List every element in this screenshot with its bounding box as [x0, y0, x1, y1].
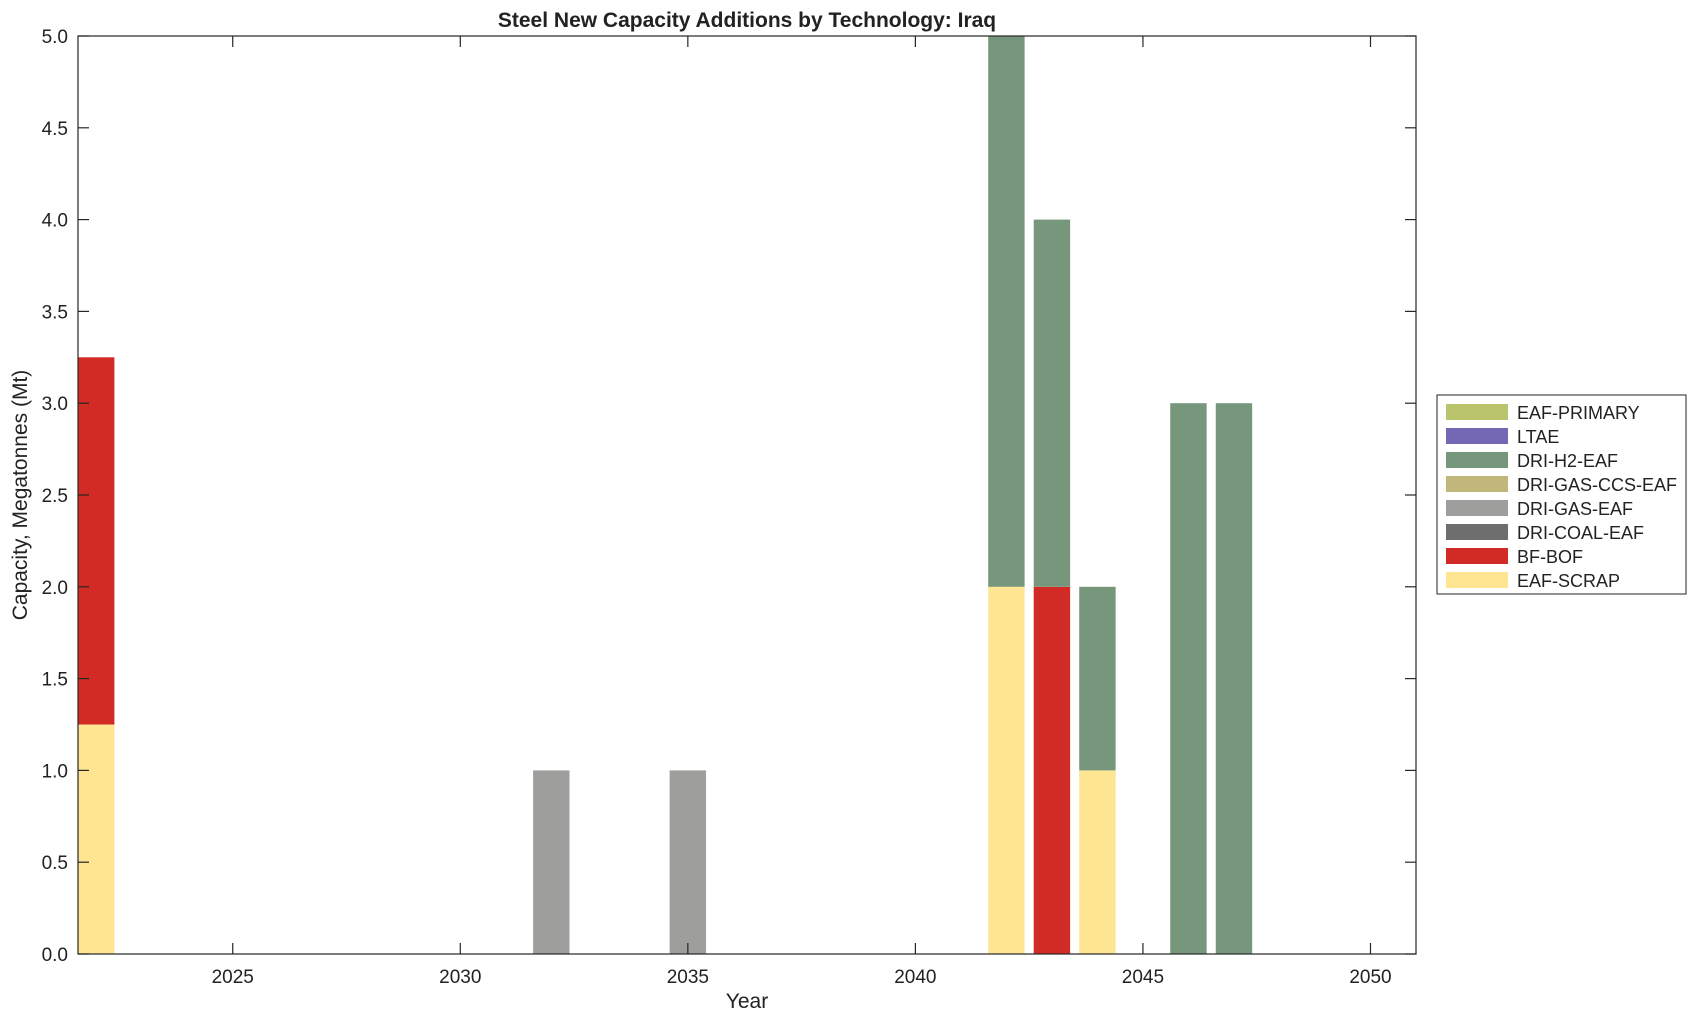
x-tick-label: 2045: [1122, 967, 1164, 988]
legend-label-dri-gas-ccs-eaf: DRI-GAS-CCS-EAF: [1517, 475, 1677, 495]
bars-layer: [78, 36, 1253, 954]
legend-swatch-eaf-primary: [1446, 404, 1508, 420]
bar-dri-h2-eaf-2046: [1170, 403, 1207, 954]
y-tick-label: 2.0: [42, 578, 68, 599]
x-tick-label: 2040: [894, 967, 936, 988]
legend-swatch-dri-gas-ccs-eaf: [1446, 476, 1508, 492]
bar-dri-h2-eaf-2044: [1079, 586, 1116, 771]
legend-swatch-ltae: [1446, 428, 1508, 444]
legend-label-dri-coal-eaf: DRI-COAL-EAF: [1517, 523, 1644, 543]
bar-bf-bof-2043: [1033, 586, 1071, 954]
legend: EAF-PRIMARY LTAE DRI-H2-EAF DRI-GAS-CCS-EAF…: [1436, 394, 1687, 595]
y-tick-label: 5.0: [42, 27, 68, 48]
bar-dri-gas-eaf-2032: [533, 770, 570, 954]
legend-label-dri-gas-eaf: DRI-GAS-EAF: [1517, 499, 1633, 519]
bar-bf-bof-2022: [78, 357, 115, 725]
x-axis-label: Year: [726, 990, 768, 1013]
legend-label-bf-bof: BF-BOF: [1517, 547, 1583, 567]
y-tick-label: 1.5: [42, 670, 68, 691]
legend-label-eaf-scrap: EAF-SCRAP: [1517, 571, 1620, 591]
bar-dri-gas-eaf-2035: [669, 770, 707, 954]
y-tick-label: 0.5: [42, 853, 68, 874]
y-tick-label: 4.5: [42, 119, 68, 140]
y-tick-label: 1.0: [42, 761, 68, 782]
legend-label-eaf-primary: EAF-PRIMARY: [1517, 403, 1640, 423]
legend-label-dri-h2-eaf: DRI-H2-EAF: [1517, 451, 1618, 471]
bar-eaf-scrap-2042: [988, 586, 1025, 954]
legend-swatch-bf-bof: [1446, 548, 1508, 564]
legend-swatch-dri-gas-eaf: [1446, 500, 1508, 516]
x-tick-label: 2050: [1349, 967, 1391, 988]
y-tick-label: 0.0: [42, 945, 68, 966]
ticks-layer: 0.0 0.5 1.0 1.5 2.0 2.5 3.0 3.5 4.0 4.5 5.0 2025 203…: [42, 27, 1416, 988]
y-axis-label: Capacity, Megatonnes (Mt): [9, 370, 32, 621]
legend-entries: EAF-PRIMARY LTAE DRI-H2-EAF DRI-GAS-CCS-EAF…: [1446, 403, 1677, 591]
y-tick-label: 3.0: [42, 394, 68, 415]
legend-swatch-eaf-scrap: [1446, 572, 1508, 588]
x-tick-label: 2035: [667, 967, 709, 988]
bar-dri-h2-eaf-2047: [1215, 403, 1253, 954]
legend-swatch-dri-coal-eaf: [1446, 524, 1508, 540]
legend-swatch-dri-h2-eaf: [1446, 452, 1508, 468]
bar-eaf-scrap-2044: [1079, 770, 1116, 954]
y-tick-label: 2.5: [42, 486, 68, 507]
x-tick-label: 2025: [212, 967, 254, 988]
y-tick-label: 4.0: [42, 211, 68, 232]
chart-title: Steel New Capacity Additions by Technolo…: [498, 9, 996, 32]
bar-dri-h2-eaf-2043: [1033, 219, 1071, 587]
plot-frame: [77, 35, 1417, 955]
y-tick-label: 3.5: [42, 302, 68, 323]
bar-dri-h2-eaf-2042: [988, 36, 1025, 587]
bar-eaf-scrap-2022: [78, 724, 115, 954]
legend-label-ltae: LTAE: [1517, 427, 1559, 447]
x-tick-label: 2030: [439, 967, 481, 988]
